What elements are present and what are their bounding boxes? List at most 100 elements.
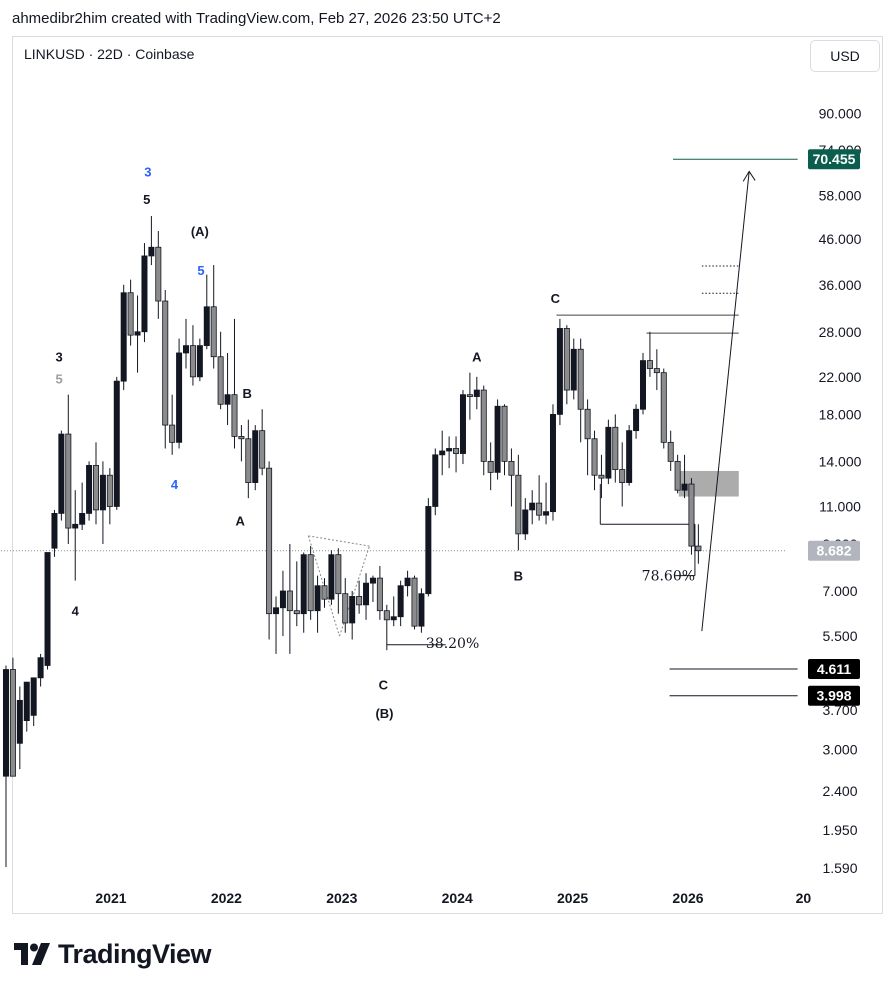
x-tick-label: 2023: [326, 890, 357, 906]
candle-body: [293, 610, 300, 615]
candle-body: [210, 306, 217, 358]
candle-body: [473, 389, 480, 397]
supply-zone: [678, 470, 739, 497]
candle-body: [238, 436, 245, 440]
fib-label: 38.20%: [426, 636, 479, 652]
candle-body: [335, 554, 342, 595]
candle-body: [549, 413, 556, 513]
candle: [92, 442, 99, 525]
currency-button[interactable]: USD: [810, 40, 880, 72]
candle: [51, 509, 58, 557]
candle: [459, 390, 466, 465]
candle: [598, 454, 605, 499]
candle: [99, 461, 106, 544]
candle-body: [99, 474, 106, 511]
price-badge-label: 70.455: [813, 151, 856, 167]
candle-body: [577, 348, 584, 410]
x-tick-label: 2022: [211, 890, 242, 906]
candle-body: [688, 483, 695, 547]
candle: [37, 653, 44, 687]
candle-body: [196, 345, 203, 378]
candle: [328, 550, 335, 605]
candle: [44, 552, 51, 670]
candle: [155, 230, 162, 319]
candle-body: [9, 669, 16, 777]
price-badge-current: 8.682: [808, 540, 860, 561]
wave-label: 5: [197, 263, 204, 278]
candle: [300, 552, 307, 633]
wave-label: C: [551, 291, 561, 306]
tradingview-logo-icon: [14, 943, 50, 965]
candle: [203, 274, 210, 350]
candle: [16, 686, 23, 770]
candle: [411, 575, 418, 630]
candle-body: [639, 360, 646, 410]
candle-body: [273, 607, 280, 615]
candle: [86, 461, 93, 521]
candle-body: [418, 593, 425, 627]
candle: [584, 399, 591, 476]
candle: [349, 590, 356, 640]
candle: [106, 468, 113, 525]
candle: [522, 498, 529, 540]
candle: [196, 338, 203, 382]
symbol-info: LINKUSD · 22D · Coinbase: [24, 46, 195, 62]
y-tick-label: 3.700: [822, 702, 857, 718]
candle-body: [37, 657, 44, 679]
candle-body: [646, 360, 653, 369]
candle: [148, 215, 155, 266]
candle: [619, 442, 626, 507]
candle-body: [605, 426, 612, 479]
candle-body: [224, 394, 231, 405]
candle-body: [515, 474, 522, 535]
candle: [639, 352, 646, 415]
candle: [695, 524, 702, 564]
candle: [79, 482, 86, 530]
price-badge-level: 4.611: [808, 659, 860, 680]
candle: [30, 677, 37, 727]
candle-body: [44, 552, 51, 666]
y-tick-label: 5.500: [822, 628, 857, 644]
candle-body: [286, 590, 293, 612]
candle: [536, 475, 543, 521]
candle-body: [252, 430, 259, 483]
candle-body: [376, 577, 383, 612]
candle: [494, 399, 501, 480]
x-tick-label: 2025: [557, 890, 588, 906]
y-tick-label: 36.000: [819, 277, 862, 293]
candle-body: [58, 433, 65, 514]
wave-label: B: [514, 569, 523, 584]
candle: [508, 448, 515, 507]
candle-body: [425, 506, 432, 595]
candle-body: [349, 596, 356, 624]
candle-body: [141, 255, 148, 333]
candle-body: [321, 585, 328, 600]
candle: [473, 376, 480, 410]
candle-body: [674, 460, 681, 491]
candle-body: [169, 424, 176, 443]
candle: [591, 430, 598, 491]
y-tick-label: 90.000: [819, 105, 862, 121]
candle: [217, 331, 224, 410]
candle: [314, 575, 321, 633]
candle: [633, 404, 640, 439]
candle-body: [556, 328, 563, 415]
candle-body: [653, 368, 660, 374]
candle: [127, 279, 134, 346]
candle-body: [120, 292, 127, 382]
price-badge-target: 70.455: [808, 149, 860, 170]
candle-body: [342, 593, 349, 624]
candle: [162, 290, 169, 449]
y-tick-label: 7.000: [822, 583, 857, 599]
candle: [667, 430, 674, 471]
candle-body: [106, 474, 113, 507]
candle-body: [127, 292, 134, 336]
candle: [335, 548, 342, 614]
candle: [432, 448, 439, 516]
x-tick-label: 2021: [95, 890, 126, 906]
candle-body: [660, 372, 667, 443]
candle: [487, 442, 494, 491]
tradingview-brand[interactable]: TradingView: [14, 938, 212, 970]
candle: [515, 454, 522, 551]
